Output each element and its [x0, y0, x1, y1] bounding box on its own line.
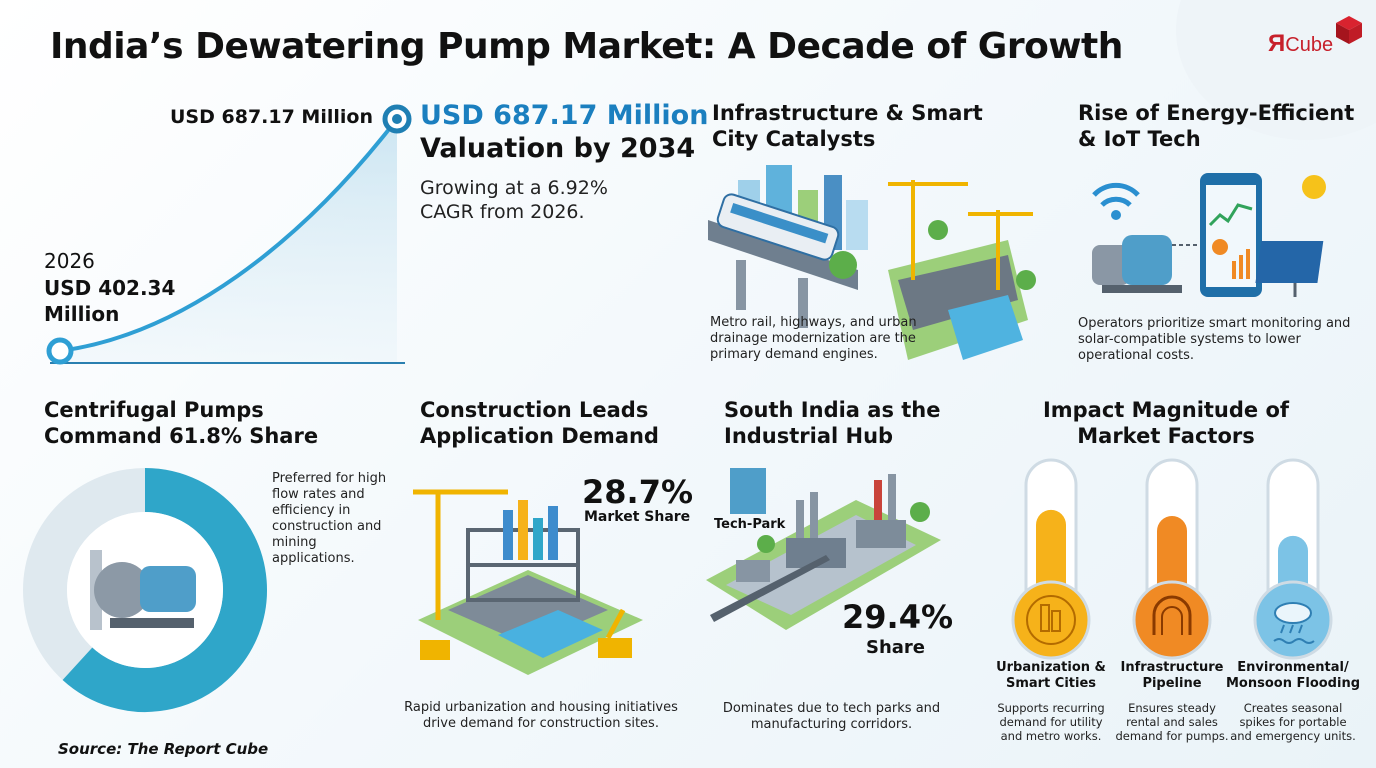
infrastructure-note: Metro rail, highways, and urban drainage…	[710, 315, 917, 362]
south-india-percent-label: Share	[866, 637, 926, 658]
factor-label: Infrastructure Pipeline	[1120, 660, 1224, 691]
infrastructure-title: Infrastructure & Smart City Catalysts	[712, 101, 983, 151]
growth-note: Growing at a 6.92% CAGR from 2026.	[420, 177, 608, 223]
factor-note: Creates seasonal spikes for portable and…	[1230, 701, 1356, 743]
metro-city-illustration-icon	[708, 165, 1036, 360]
rcube-logo: ЯCube	[1262, 16, 1372, 68]
thermometer-infrastructure: Infrastructure Pipeline Ensures steady r…	[1107, 455, 1237, 755]
growth-start-value: USD 402.34 Million	[44, 276, 176, 326]
thermometer-monsoon: Environmental/ Monsoon Flooding Creates …	[1226, 455, 1360, 755]
construction-site-illustration-icon	[413, 489, 643, 675]
tech-park-label: Tech-Park	[714, 517, 786, 532]
valuation-label: Valuation by 2034	[420, 133, 696, 164]
construction-note: Rapid urbanization and housing initiativ…	[404, 700, 678, 731]
donut-share-arc	[62, 468, 267, 712]
south-india-title: South India as the Industrial Hub	[724, 398, 941, 448]
industrial-hub-illustration-icon	[706, 468, 941, 630]
source-note: Source: The Report Cube	[58, 740, 269, 758]
impact-title: Impact Magnitude of Market Factors	[1042, 398, 1290, 448]
logo-suffix: Cube	[1285, 34, 1334, 56]
page-title: India’s Dewatering Pump Market: A Decade…	[50, 26, 1123, 67]
thermometer-urbanization: Urbanization & Smart Cities Supports rec…	[986, 455, 1116, 755]
factor-label: Urbanization & Smart Cities	[996, 660, 1106, 691]
thermometer-gauge	[1253, 458, 1333, 660]
valuation-value: USD 687.17 Million	[420, 100, 709, 131]
growth-curve-chart	[46, 104, 412, 365]
smart-pump-iot-illustration-icon	[1092, 173, 1326, 297]
iot-title: Rise of Energy-Efficient & IoT Tech	[1078, 101, 1355, 151]
logo-cube-icon	[1336, 16, 1362, 44]
centrifugal-pump-icon	[90, 550, 196, 630]
logo-wordmark: ЯCube	[1268, 30, 1333, 58]
construction-percent: 28.7%	[582, 473, 694, 511]
centrifugal-note: Preferred for high flow rates and effici…	[272, 471, 387, 566]
iot-note: Operators prioritize smart monitoring an…	[1078, 316, 1351, 363]
factor-label: Environmental/ Monsoon Flooding	[1225, 660, 1361, 691]
construction-percent-label: Market Share	[584, 509, 691, 525]
thermometer-gauge	[1132, 458, 1212, 660]
construction-title: Construction Leads Application Demand	[420, 398, 659, 448]
logo-prefix: Я	[1268, 30, 1286, 57]
growth-end-label: USD 687.17 Million	[170, 106, 373, 128]
south-india-percent: 29.4%	[842, 598, 954, 636]
factor-note: Ensures steady rental and sales demand f…	[1115, 701, 1229, 743]
south-india-note: Dominates due to tech parks and manufact…	[722, 701, 941, 732]
centrifugal-title: Centrifugal Pumps Command 61.8% Share	[44, 398, 319, 448]
growth-start-year: 2026	[44, 249, 95, 273]
thermometer-gauge	[1011, 458, 1091, 660]
factor-note: Supports recurring demand for utility an…	[997, 701, 1105, 743]
